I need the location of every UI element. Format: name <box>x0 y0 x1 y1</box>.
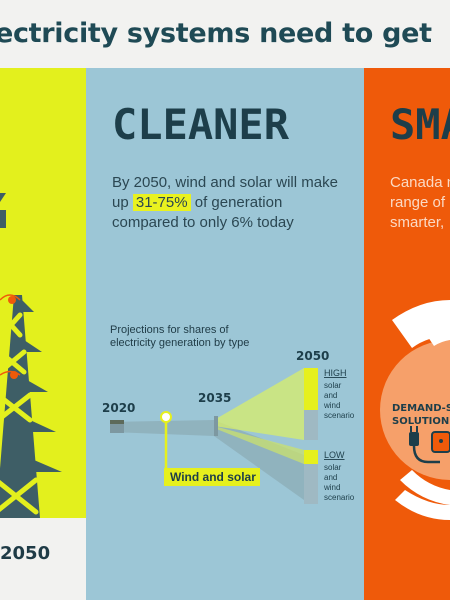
low-desc-3: scenario <box>324 493 355 502</box>
badge-bottom-arc <box>395 490 450 520</box>
bar-low-grey <box>304 464 318 504</box>
year-2020: 2020 <box>102 401 135 415</box>
bar-low-yellow <box>304 450 318 464</box>
tower-node <box>10 371 18 379</box>
cleaner-panel <box>86 68 364 600</box>
bar-2035 <box>214 416 218 436</box>
flow-to-high <box>214 368 304 440</box>
low-desc-0: solar <box>324 463 342 472</box>
callout-text: Wind and solar <box>170 470 256 484</box>
cleaner-highlight: 31-75% <box>132 194 191 211</box>
badge-line-1: DEMAND-S <box>392 403 450 414</box>
smarter-body: Canada n range of smarter, <box>390 173 450 233</box>
outlet-icon <box>431 431 450 453</box>
cleaner-body-post: of generation compared to only 6% today <box>112 194 294 231</box>
page-headline: lectricity systems need to get <box>0 0 450 68</box>
year-2050: 2050 <box>296 349 329 363</box>
smarter-body-line: range of <box>390 194 446 211</box>
year-2035: 2035 <box>198 391 231 405</box>
left-fragment-shape <box>0 210 6 228</box>
badge-top-arc <box>392 300 450 348</box>
badge-line-2: SOLUTIONS <box>392 416 450 427</box>
tower-wires <box>0 294 21 376</box>
smarter-body-line: smarter, <box>390 214 445 231</box>
bar-high-grey <box>304 410 318 440</box>
high-desc-3: scenario <box>324 411 355 420</box>
tower-node <box>8 296 16 304</box>
low-desc-1: and <box>324 473 337 482</box>
high-desc-2: wind <box>323 401 340 410</box>
projection-label: Projections for shares of electricity ge… <box>110 324 250 349</box>
high-label: HIGH <box>324 368 347 378</box>
plug-icon <box>409 426 440 464</box>
bar-high-yellow <box>304 368 318 410</box>
callout-box <box>164 468 260 486</box>
cleaner-body-pre: By 2050, wind and solar will make up <box>112 174 338 211</box>
tower-x-braces <box>0 312 39 515</box>
smarter-body-line: Canada n <box>390 174 450 191</box>
cleaner-body: By 2050, wind and solar will make up 31-… <box>112 173 352 233</box>
low-label: LOW <box>324 450 345 460</box>
high-desc-1: and <box>324 391 337 400</box>
smarter-title: SMA <box>390 100 450 149</box>
low-desc-2: wind <box>323 483 340 492</box>
tower-shape <box>0 295 40 518</box>
callout-marker <box>160 411 172 423</box>
left-year-label: 2050 <box>0 543 51 564</box>
left-fragment-shape <box>0 193 6 202</box>
bar-2020-wind <box>110 420 124 424</box>
flow-to-low <box>214 426 304 464</box>
projection-flow-chart: Wind and solar 2020 2035 2050 HIGH solar… <box>102 349 355 504</box>
high-desc-0: solar <box>324 381 342 390</box>
left-panel-footer <box>0 518 86 600</box>
cleaner-title: CLEANER <box>112 100 290 149</box>
tower-arms <box>22 300 62 472</box>
